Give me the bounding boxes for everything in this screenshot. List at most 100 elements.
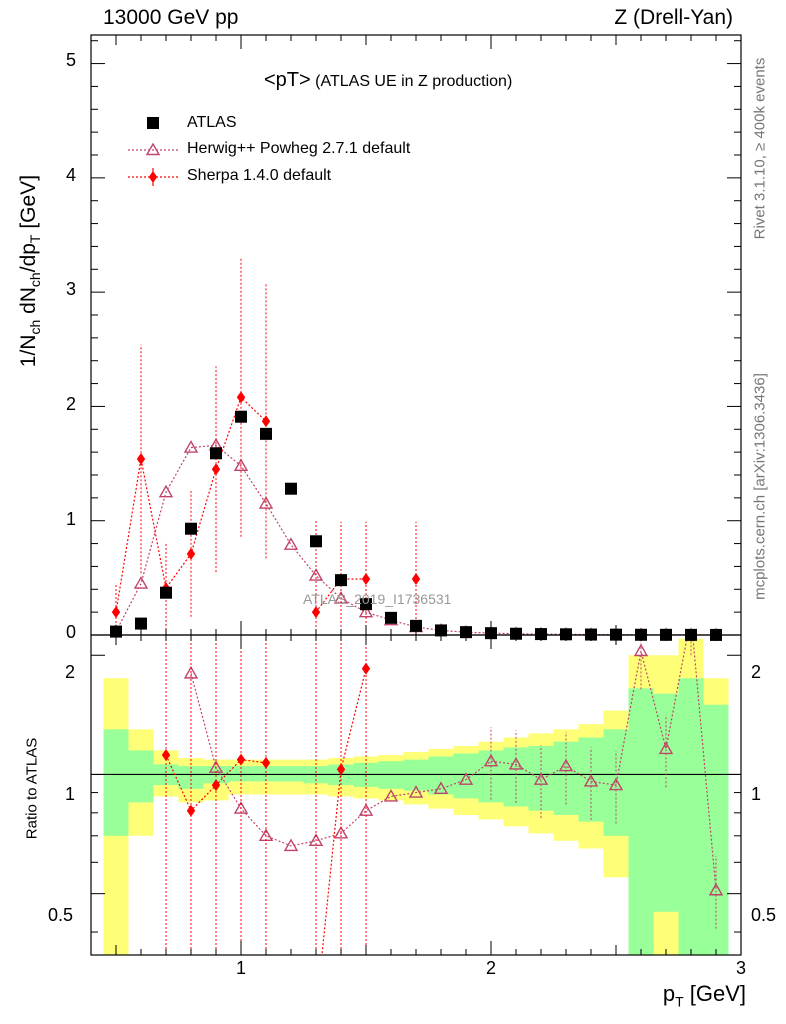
y-tick-label-5: 5	[66, 50, 77, 70]
herwig-point	[233, 458, 249, 472]
herwig-ratio-point	[708, 882, 724, 896]
herwig-ratio-point	[408, 785, 424, 798]
ratio-band-group	[103, 638, 729, 955]
energy-label: 13000 GeV pp	[103, 6, 239, 29]
atlas-data-point	[360, 598, 372, 611]
herwig-ratio-point	[558, 758, 574, 772]
sherpa-point	[261, 415, 271, 428]
x-tick-label-2: 2	[486, 958, 497, 978]
y-tick-label-0: 0	[66, 622, 77, 642]
sherpa-ratio-point	[211, 779, 221, 792]
x-label-part-a: p	[662, 981, 676, 1006]
legend-marker-atlas	[147, 117, 159, 129]
y-axis-label: 1/Nch dNch/dpT [GeV]	[17, 131, 43, 411]
atlas-data-point	[285, 482, 297, 495]
plot-title-sub: (ATLAS UE in Z production)	[315, 73, 513, 90]
legend-label-sherpa: Sherpa 1.4.0 default	[187, 167, 332, 184]
legend-label-atlas: ATLAS	[187, 114, 237, 131]
ratio-tick-label-2-right: 2	[751, 662, 762, 682]
atlas-data-point	[310, 535, 322, 548]
herwig-ratio-point	[308, 833, 324, 846]
ratio-tick-label-1: 1	[65, 784, 76, 804]
herwig-ratio-point	[483, 753, 499, 767]
legend-label-herwig: Herwig++ Powheg 2.7.1 default	[187, 140, 411, 157]
ratio-panel-mc	[161, 635, 724, 955]
x-axis-label: pT [GeV]	[663, 981, 746, 1009]
sherpa-ratio-point	[336, 763, 346, 776]
x-label-part-b: [GeV]	[683, 981, 746, 1006]
herwig-ratio-point	[433, 781, 449, 794]
herwig-point	[158, 484, 174, 498]
herwig-ratio-point	[183, 665, 199, 679]
ratio-tick-label-2: 2	[65, 662, 76, 682]
plot-title-main: <pT>	[264, 69, 311, 91]
y-tick-label-2: 2	[66, 394, 77, 414]
herwig-ratio-point	[533, 772, 549, 785]
ratio-tick-label-05-right: 0.5	[751, 905, 777, 925]
y-label-part-a: 1/N	[16, 334, 40, 368]
y-label-sub-c: T	[27, 234, 44, 244]
sherpa-ratio-point	[236, 753, 246, 766]
y-label-sub-b: ch	[27, 272, 44, 288]
y-label-part-d: [GeV]	[16, 174, 40, 235]
sherpa-point	[211, 463, 221, 476]
sherpa-ratio-point	[161, 748, 171, 761]
atlas-data-point	[385, 611, 397, 624]
sherpa-ratio-point	[186, 804, 196, 817]
herwig-ratio-point	[583, 774, 599, 787]
mc-uncertainty-band	[128, 750, 154, 803]
y-label-sub-a: ch	[27, 319, 44, 335]
sherpa-point	[236, 391, 246, 404]
atlas-data-point	[260, 427, 272, 440]
herwig-point	[133, 576, 149, 589]
herwig-point	[183, 440, 199, 453]
y-tick-label-3: 3	[66, 279, 77, 299]
legend-marker-sherpa	[148, 171, 158, 183]
atlas-data-point	[135, 617, 147, 630]
herwig-ratio-point	[383, 789, 399, 802]
x-label-sub-a: T	[675, 993, 684, 1010]
rivet-info: Rivet 3.1.10, ≥ 400k events	[751, 57, 769, 240]
sherpa-point	[111, 606, 121, 619]
sherpa-ratio-point	[261, 756, 271, 769]
y-tick-label-1: 1	[66, 509, 77, 529]
axis-ticks	[90, 35, 742, 955]
process-label: Z (Drell-Yan)	[614, 6, 733, 29]
herwig-ratio-point	[233, 801, 249, 814]
herwig-ratio-point	[633, 643, 649, 657]
herwig-ratio-point	[608, 777, 624, 791]
atlas-data-point	[335, 574, 347, 587]
legend-markers	[128, 117, 178, 186]
sherpa-point	[136, 453, 146, 465]
ratio-tick-label-05: 0.5	[48, 905, 74, 925]
mc-uncertainty-band	[278, 766, 304, 782]
herwig-ratio-line	[190, 635, 717, 891]
herwig-ratio-point	[458, 772, 474, 785]
herwig-point	[258, 496, 274, 509]
mc-uncertainty-band	[628, 688, 654, 955]
atlas-data-point	[210, 447, 222, 460]
herwig-point	[308, 568, 324, 581]
mc-uncertainty-band	[678, 678, 704, 955]
herwig-ratio-point	[283, 838, 299, 852]
mc-uncertainty-band	[228, 766, 254, 782]
atlas-data-point	[410, 619, 422, 632]
atlas-data-point	[160, 586, 172, 599]
sherpa-point	[411, 573, 421, 585]
ratio-y-axis-label: Ratio to ATLAS	[23, 737, 41, 840]
mc-uncertainty-band	[428, 756, 454, 795]
herwig-ratio-point	[658, 741, 674, 755]
legend-marker-herwig	[145, 142, 161, 156]
mc-uncertainty-band	[178, 766, 204, 789]
sherpa-point	[311, 606, 321, 619]
herwig-point	[283, 537, 299, 550]
sherpa-ratio-point	[361, 662, 371, 675]
herwig-ratio-point	[508, 757, 524, 770]
herwig-ratio-point	[333, 825, 349, 839]
x-tick-label-1: 1	[236, 958, 247, 978]
plot-title: <pT> (ATLAS UE in Z production)	[264, 69, 512, 92]
y-label-part-b: dN	[16, 287, 40, 320]
source-info: mcplots.cern.ch [arXiv:1306.3436]	[751, 373, 769, 600]
ratio-tick-label-1-right: 1	[751, 784, 762, 804]
